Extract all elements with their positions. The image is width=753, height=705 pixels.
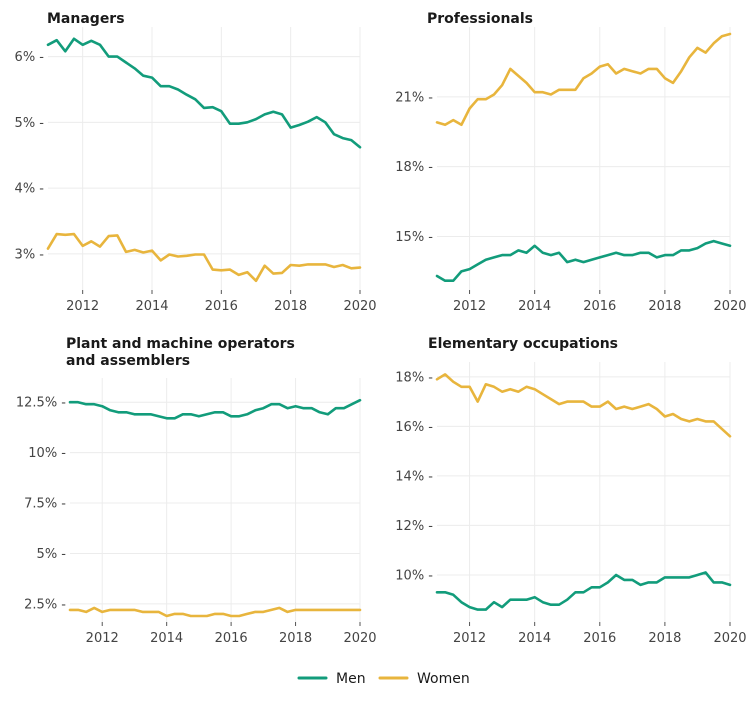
panel-1: Managers 3% - 4% - 5% - 6% - 2012 2014 2016 2018… [15,11,377,314]
y-tick-label: 18% - [395,370,433,385]
panel-title: Managers [47,11,125,27]
panel-4: Elementary occupations 10% - 12% - 14% - 16%… [395,336,746,646]
x-tick-label: 2018 [279,631,312,646]
series-line-women [435,373,732,438]
series-line-women [68,606,362,618]
y-tick-label: 16% - [395,420,433,435]
y-tick-label: 2.5% - [24,597,66,612]
x-tick-label: 2014 [150,631,183,646]
y-tick-label: 10% - [28,446,66,461]
x-tick-label: 2014 [518,299,551,314]
y-tick-label: 14% - [395,469,433,484]
x-tick-label: 2020 [713,631,746,646]
panel-2: Professionals 15% - 18% - 21% - 2012 2014 2016… [395,11,746,314]
x-tick-label: 2020 [713,299,746,314]
x-tick-label: 2020 [343,299,376,314]
y-tick-label: 15% - [395,230,433,245]
x-tick-label: 2018 [648,299,681,314]
y-tick-label: 10% - [395,568,433,583]
legend-men-label: Men [336,671,366,687]
legend-women-label: Women [417,671,470,687]
x-tick-label: 2020 [343,631,376,646]
series-line-men [46,37,362,149]
x-tick-label: 2012 [453,299,486,314]
x-tick-label: 2018 [274,299,307,314]
x-tick-label: 2014 [518,631,551,646]
y-tick-label: 12% - [395,519,433,534]
x-tick-label: 2012 [66,299,99,314]
panel-title: Professionals [427,11,533,27]
y-tick-label: 12.5% - [16,396,66,411]
series-line-men [435,239,732,283]
y-tick-label: 3% - [15,247,45,262]
panel-title-line-2: and assemblers [66,353,190,369]
series-line-men [435,571,732,611]
gridlines [437,362,731,622]
legend: Men Women [297,671,470,687]
x-tick-label: 2012 [453,631,486,646]
panel-title-line-1: Plant and machine operators [66,336,295,352]
x-tick-label: 2012 [86,631,119,646]
series-line-men [68,398,362,420]
series-line-women [46,232,362,283]
y-tick-label: 18% - [395,160,433,175]
gridlines [48,27,361,290]
x-tick-label: 2016 [205,299,238,314]
x-tick-label: 2016 [215,631,248,646]
chart-panels: Managers 3% - 4% - 5% - 6% - 2012 2014 2016 2018… [15,11,747,646]
x-tick-label: 2016 [583,299,616,314]
x-tick-label: 2014 [135,299,168,314]
y-tick-label: 7.5% - [24,497,66,512]
y-tick-label: 21% - [395,90,433,105]
panel-title: Elementary occupations [428,336,618,352]
series-line-women [435,32,732,127]
x-tick-label: 2018 [648,631,681,646]
y-tick-label: 5% - [37,547,67,562]
gridlines [70,378,361,622]
y-tick-label: 4% - [15,182,45,197]
y-tick-label: 5% - [15,116,45,131]
x-tick-label: 2016 [583,631,616,646]
y-tick-label: 6% - [15,50,45,65]
